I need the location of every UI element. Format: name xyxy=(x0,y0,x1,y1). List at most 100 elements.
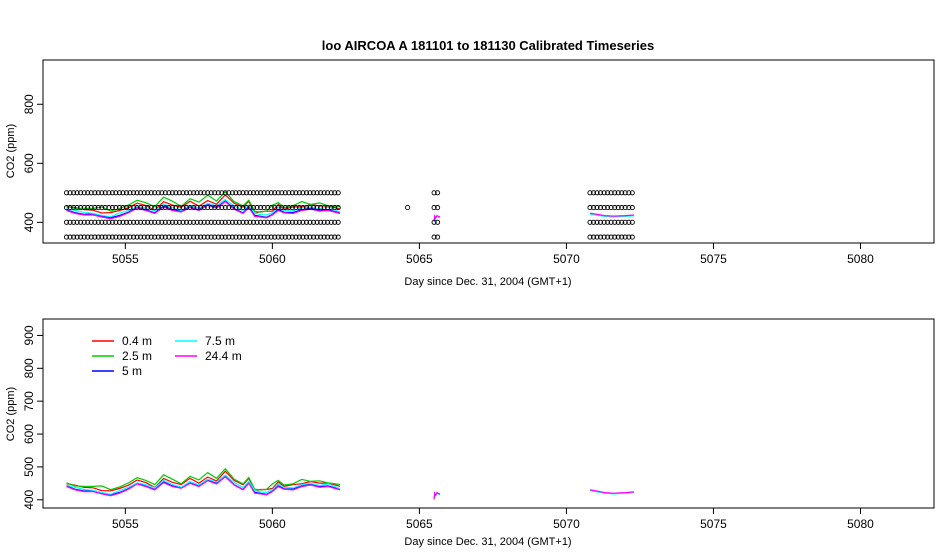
marker-point xyxy=(134,190,140,196)
marker-point xyxy=(279,190,285,196)
marker-point xyxy=(155,190,161,196)
marker-point xyxy=(194,205,200,211)
bottom-y-tick-label: 800 xyxy=(22,358,36,378)
marker-point xyxy=(236,190,242,196)
marker-point xyxy=(95,219,101,225)
marker-point xyxy=(120,190,126,196)
marker-point xyxy=(258,205,264,211)
marker-point xyxy=(205,190,211,196)
marker-point xyxy=(605,190,611,196)
marker-point xyxy=(201,190,207,196)
marker-point xyxy=(300,219,306,225)
marker-point xyxy=(296,205,302,211)
marker-point xyxy=(335,205,341,211)
marker-point xyxy=(131,234,137,240)
series-line-bottom-segment xyxy=(433,490,441,500)
marker-point xyxy=(435,205,441,211)
top-x-tick-label: 5055 xyxy=(112,252,139,266)
marker-point xyxy=(145,190,151,196)
marker-point xyxy=(169,219,175,225)
marker-point xyxy=(131,219,137,225)
marker-point xyxy=(619,190,625,196)
legend: 0.4 m2.5 m5 m 7.5 m24.4 m xyxy=(92,334,242,378)
marker-point xyxy=(95,234,101,240)
bottom-y-tick-label: 400 xyxy=(22,489,36,509)
marker-point xyxy=(159,219,165,225)
top-y-ticks: 400 600 800 xyxy=(22,94,43,232)
bottom-y-axis-label: CO2 (ppm) xyxy=(5,387,17,441)
marker-point xyxy=(166,205,172,211)
marker-point xyxy=(173,205,179,211)
marker-point xyxy=(435,219,441,225)
marker-point xyxy=(155,219,161,225)
marker-point xyxy=(272,219,278,225)
series-line-top-segment xyxy=(589,213,635,218)
marker-point xyxy=(272,234,278,240)
marker-point xyxy=(102,205,108,211)
marker-point xyxy=(159,205,165,211)
marker-point xyxy=(293,205,299,211)
series-line-bottom xyxy=(66,476,341,497)
marker-point xyxy=(229,219,235,225)
marker-point xyxy=(321,205,327,211)
marker-point xyxy=(240,190,246,196)
marker-point xyxy=(166,234,172,240)
marker-point xyxy=(590,205,597,211)
marker-point xyxy=(289,219,295,225)
marker-point xyxy=(247,205,253,211)
marker-point xyxy=(162,219,168,225)
marker-point xyxy=(605,205,611,211)
marker-point xyxy=(208,219,214,225)
series-line-bottom xyxy=(66,470,341,492)
marker-point xyxy=(106,190,112,196)
marker-point xyxy=(629,234,635,240)
marker-point xyxy=(92,219,98,225)
marker-point xyxy=(127,190,133,196)
marker-point xyxy=(219,234,225,240)
marker-point xyxy=(608,205,614,211)
marker-point xyxy=(215,234,221,240)
top-x-tick-label: 5065 xyxy=(406,252,433,266)
marker-point xyxy=(619,219,625,225)
marker-point xyxy=(71,205,77,211)
marker-point xyxy=(318,234,324,240)
marker-point xyxy=(619,234,625,240)
series-line-bottom xyxy=(66,474,341,495)
marker-point xyxy=(590,219,597,225)
marker-point xyxy=(233,234,239,240)
marker-point xyxy=(78,219,84,225)
marker-point xyxy=(191,219,197,225)
chart-title: loo AIRCOA A 181101 to 181130 Calibrated… xyxy=(322,38,654,53)
marker-point xyxy=(314,205,320,211)
marker-point xyxy=(435,190,441,196)
marker-point xyxy=(612,190,618,196)
marker-point xyxy=(247,190,253,196)
bottom-x-ticks: 5055 5060 5065 5070 5075 5080 xyxy=(112,508,874,531)
marker-point xyxy=(608,219,614,225)
marker-point xyxy=(268,205,274,211)
marker-point xyxy=(332,219,338,225)
marker-point xyxy=(78,205,84,211)
marker-point xyxy=(95,205,101,211)
marker-point xyxy=(318,190,324,196)
marker-point xyxy=(226,234,232,240)
top-x-tick-label: 5080 xyxy=(847,252,874,266)
marker-point xyxy=(629,219,635,225)
marker-point xyxy=(254,234,260,240)
marker-point xyxy=(243,190,250,196)
series-line-bottom xyxy=(66,467,341,491)
marker-point xyxy=(289,234,295,240)
marker-point xyxy=(282,234,288,240)
marker-point xyxy=(74,190,80,196)
marker-point xyxy=(286,205,292,211)
marker-point xyxy=(152,219,158,225)
marker-point xyxy=(594,205,600,211)
marker-point xyxy=(85,234,91,240)
marker-point xyxy=(310,234,317,240)
marker-point xyxy=(176,234,182,240)
marker-point xyxy=(88,205,94,211)
marker-point xyxy=(612,219,618,225)
marker-point xyxy=(587,190,593,196)
marker-point xyxy=(148,205,154,211)
marker-point xyxy=(594,219,600,225)
